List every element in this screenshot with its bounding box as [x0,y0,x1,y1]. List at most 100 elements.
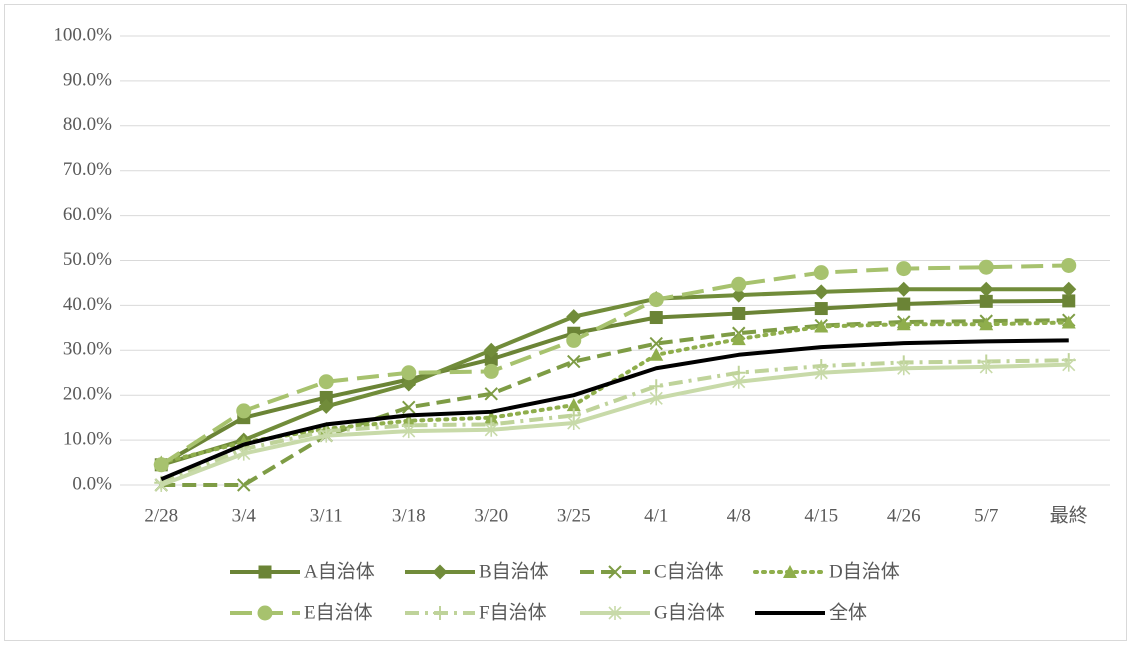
marker [979,317,994,331]
legend-label: A自治体 [304,560,375,582]
marker [896,261,912,277]
marker [649,336,663,351]
x-tick-label: 最終 [1050,504,1088,526]
x-tick-label: 5/7 [974,505,998,526]
marker [783,565,797,578]
marker [1061,315,1076,329]
legend-label: B自治体 [479,560,549,582]
y-tick-label: 60.0% [63,204,112,225]
y-tick-label: 0.0% [72,473,112,494]
marker [731,332,746,346]
marker [813,284,829,300]
marker [1062,294,1076,308]
marker [732,374,746,389]
marker [258,565,272,579]
legend-label: 全体 [829,601,867,623]
marker [567,416,581,431]
marker [401,376,417,392]
marker [566,332,582,348]
y-tick-label: 50.0% [63,249,112,270]
marker [897,297,911,311]
marker [318,374,334,390]
y-tick-label: 30.0% [63,339,112,360]
marker [978,281,994,297]
marker [154,478,168,492]
series-line [160,287,1069,467]
series-line [160,362,1069,487]
marker [896,317,911,331]
legend-label: D自治体 [829,560,900,582]
y-tick-label: 10.0% [63,428,112,449]
marker [402,400,416,415]
y-tick-label: 90.0% [63,69,112,90]
series-line [161,318,1069,487]
marker [432,564,448,580]
x-tick-label: 4/15 [804,505,838,526]
marker [566,398,581,412]
marker [1061,281,1077,297]
marker [319,428,333,443]
x-tick-label: 4/8 [727,505,751,526]
x-tick-label: 3/4 [232,505,257,526]
marker [484,352,498,366]
marker [978,259,994,275]
marker [648,292,664,308]
marker [649,311,663,325]
marker [566,309,582,325]
marker [483,342,499,358]
marker [401,365,417,381]
marker [484,422,498,437]
y-tick-label: 80.0% [63,114,112,135]
marker [257,605,273,621]
marker [649,391,663,406]
y-tick-label: 100.0% [53,24,112,45]
series-line [160,358,1069,485]
x-tick-label: 3/11 [310,505,343,526]
marker [732,306,746,320]
marker [237,446,251,461]
marker [318,398,334,414]
marker [814,319,829,333]
marker [649,379,664,394]
x-tick-label: 3/20 [474,505,508,526]
marker [153,457,169,473]
marker [979,359,993,374]
marker [608,565,622,579]
x-tick-label: 3/25 [557,505,591,526]
marker [319,390,333,404]
marker [483,363,499,379]
marker [814,365,828,380]
marker [731,287,747,303]
marker [608,606,622,620]
marker [979,294,993,308]
series-line [160,338,1069,482]
marker [731,276,747,292]
x-tick-label: 2/28 [144,505,178,526]
series-line [160,298,1069,467]
x-tick-label: 4/1 [644,505,668,526]
marker [484,410,499,424]
x-tick-label: 3/18 [392,505,426,526]
legend-label: G自治体 [654,601,725,623]
series-line [160,263,1069,467]
marker [236,403,252,419]
marker [433,606,447,620]
x-tick-label: 4/26 [887,505,921,526]
legend-label: C自治体 [654,560,724,582]
marker [649,347,664,361]
legend-label: F自治体 [479,601,547,623]
marker [1062,357,1076,372]
marker [1061,257,1077,273]
marker [402,424,416,439]
marker [813,265,829,281]
y-tick-label: 20.0% [63,384,112,405]
legend-label: E自治体 [304,601,373,623]
y-tick-label: 70.0% [63,159,112,180]
marker [567,354,581,369]
marker [897,361,911,376]
y-tick-label: 40.0% [63,294,112,315]
marker [814,302,828,316]
marker [237,478,251,492]
marker [896,281,912,297]
